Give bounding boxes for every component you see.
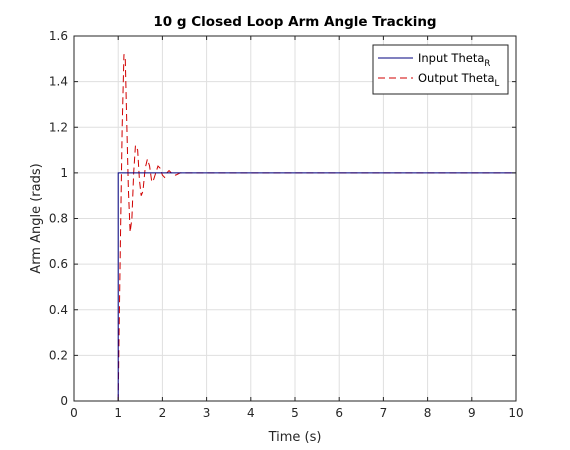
legend-label-output: Output ThetaL (418, 71, 500, 89)
x-tick-label: 6 (335, 406, 343, 420)
x-tick-label: 8 (424, 406, 432, 420)
x-tick-label: 7 (380, 406, 388, 420)
series-line-output (74, 54, 516, 402)
y-tick-label: 0 (60, 394, 68, 408)
y-tick-label: 0.2 (49, 348, 68, 362)
x-tick-label: 4 (247, 406, 255, 420)
y-axis-label: Arm Angle (rads) (29, 163, 44, 273)
x-tick-label: 1 (114, 406, 122, 420)
x-tick-label: 5 (291, 406, 299, 420)
y-tick-label: 1.6 (49, 29, 68, 43)
x-tick-label: 3 (203, 406, 211, 420)
y-tick-label: 0.6 (49, 257, 68, 271)
x-tick-label: 0 (70, 406, 78, 420)
x-axis-label: Time (s) (268, 430, 322, 445)
legend-label-input: Input ThetaR (418, 51, 490, 69)
legend: Input ThetaR Output ThetaL (372, 44, 509, 95)
x-tick-label: 9 (468, 406, 476, 420)
legend-box (372, 44, 509, 95)
y-tick-label: 0.8 (49, 212, 68, 226)
x-tick-label: 10 (508, 406, 523, 420)
x-tick-label: 2 (159, 406, 167, 420)
y-tick-label: 0.4 (49, 303, 68, 317)
axis-ticks: 0 1 2 3 4 5 6 7 8 9 10 0 0.2 0.4 0.6 0.8 1 1.2 1.4 1.6 (49, 29, 524, 420)
y-tick-label: 1.4 (49, 75, 68, 89)
y-tick-label: 1 (60, 166, 68, 180)
chart-title: 10 g Closed Loop Arm Angle Tracking (153, 14, 436, 30)
y-tick-label: 1.2 (49, 120, 68, 134)
